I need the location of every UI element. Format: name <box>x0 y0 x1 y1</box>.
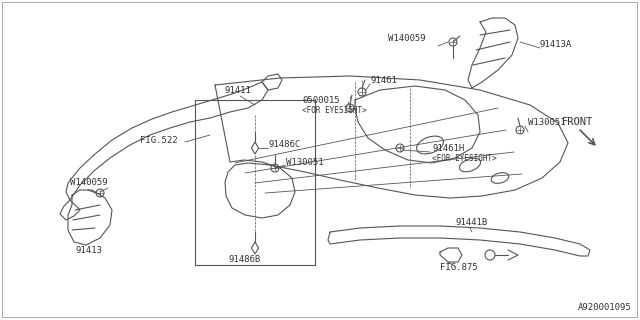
Text: FRONT: FRONT <box>562 117 593 127</box>
Text: W130051: W130051 <box>528 117 566 126</box>
Text: 91486C: 91486C <box>268 140 300 148</box>
Text: W140059: W140059 <box>388 34 426 43</box>
Text: 91411: 91411 <box>225 85 252 94</box>
Text: 91413: 91413 <box>75 245 102 254</box>
Text: W140059: W140059 <box>70 178 108 187</box>
Text: 91413A: 91413A <box>540 39 572 49</box>
Text: 91461H: 91461H <box>432 143 464 153</box>
Text: 91441B: 91441B <box>455 218 487 227</box>
Text: A920001095: A920001095 <box>579 303 632 312</box>
Text: <FOR EYESIGHT>: <FOR EYESIGHT> <box>302 106 367 115</box>
Text: FIG.875: FIG.875 <box>440 263 477 273</box>
Text: 91486B: 91486B <box>229 255 261 265</box>
Bar <box>195 100 315 265</box>
Text: FIG.522: FIG.522 <box>140 135 178 145</box>
Text: <FOR EYESIGHT>: <FOR EYESIGHT> <box>432 154 497 163</box>
Text: W130051: W130051 <box>286 157 324 166</box>
Text: 0500015: 0500015 <box>302 95 340 105</box>
Text: 91461: 91461 <box>370 76 397 84</box>
